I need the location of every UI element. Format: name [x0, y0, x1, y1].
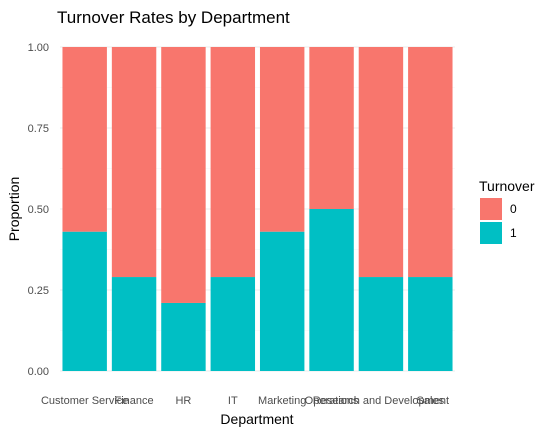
y-tick-label: 1.00 — [28, 42, 49, 54]
bar-segment — [111, 277, 157, 371]
bar-segment — [210, 47, 256, 278]
x-tick-label: HR — [175, 395, 191, 407]
x-tick-label: Finance — [114, 395, 153, 407]
bar-segment — [408, 277, 453, 371]
bar-segment — [62, 231, 107, 371]
legend-label: 1 — [510, 226, 517, 240]
bar-segment — [408, 47, 453, 278]
bar-segment — [259, 231, 305, 371]
y-tick-label: 0.75 — [28, 123, 49, 135]
bar-segment — [358, 47, 404, 278]
x-tick-label: Research and Development — [313, 395, 449, 407]
chart-title: Turnover Rates by Department — [57, 8, 290, 27]
bar-segment — [259, 47, 305, 232]
bar-segment — [309, 209, 354, 371]
bar-segment — [309, 47, 354, 209]
legend-swatch — [480, 222, 502, 244]
bar-segment — [210, 277, 256, 371]
x-tick-label: Customer Service — [41, 395, 128, 407]
bar-segment — [161, 302, 206, 371]
x-tick-label: Marketing — [258, 395, 306, 407]
x-axis-title: Department — [220, 411, 293, 427]
y-tick-label: 0.25 — [28, 285, 49, 297]
legend: Turnover 0 1 — [479, 178, 535, 244]
y-axis-title: Proportion — [6, 177, 22, 242]
bar-segment — [161, 47, 206, 303]
x-tick-label: Operations — [305, 395, 359, 407]
y-axis-ticks: 0.00 0.25 0.50 0.75 1.00 — [28, 42, 49, 378]
bar-segment — [358, 277, 404, 371]
legend-swatch — [480, 198, 502, 220]
legend-title: Turnover — [479, 178, 535, 194]
y-tick-label: 0.00 — [28, 366, 49, 378]
x-tick-label: IT — [228, 395, 238, 407]
bars — [62, 47, 453, 371]
bar-segment — [111, 47, 157, 278]
legend-label: 0 — [510, 202, 517, 216]
x-tick-label: Sales — [417, 395, 445, 407]
y-tick-label: 0.50 — [28, 204, 49, 216]
bar-segment — [62, 47, 107, 232]
